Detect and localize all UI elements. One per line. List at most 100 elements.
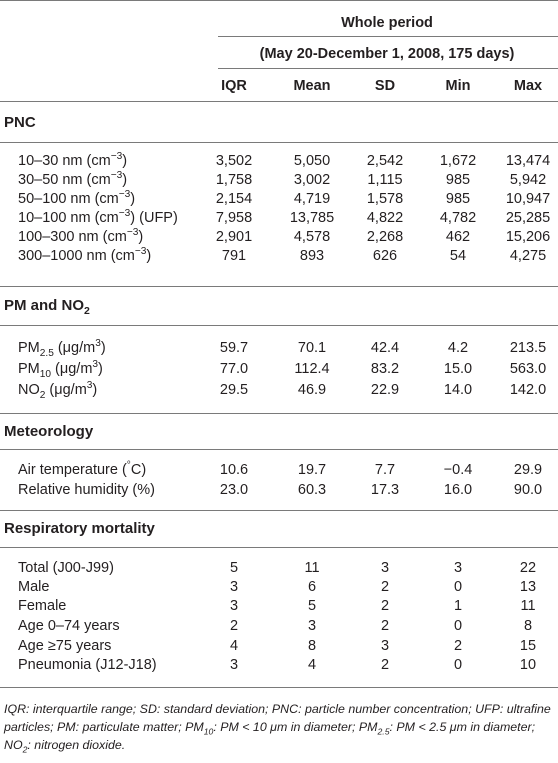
row-label: Male xyxy=(18,579,50,595)
section-title-meteorology: Meteorology xyxy=(4,423,94,440)
header-group: Whole period xyxy=(341,15,433,31)
cell-iqr: 2,154 xyxy=(215,191,253,207)
cell-iqr: 3,502 xyxy=(215,153,253,169)
cell-max: 15,206 xyxy=(505,229,551,245)
cell-sd: 2 xyxy=(380,579,390,595)
section-rule-meteorology xyxy=(0,449,558,450)
table-footnote: IQR: interquartile range; SD: standard d… xyxy=(4,702,551,755)
cell-max: 15 xyxy=(519,638,537,654)
cell-iqr: 4 xyxy=(229,638,239,654)
section-rule-respiratory-mortality xyxy=(0,547,558,548)
cell-mean: 4,719 xyxy=(293,191,331,207)
cell-mean: 4,578 xyxy=(293,229,331,245)
header-bottom-rule xyxy=(0,101,558,102)
cell-sd: 2 xyxy=(380,618,390,634)
cell-sd: 7.7 xyxy=(374,462,396,478)
cell-min: −0.4 xyxy=(443,462,473,478)
cell-max: 10 xyxy=(519,657,537,673)
cell-sd: 626 xyxy=(372,248,398,264)
row-label: PM2.5 (μg/m3) xyxy=(18,338,106,359)
cell-max: 8 xyxy=(523,618,533,634)
cell-max: 90.0 xyxy=(513,482,543,498)
cell-max: 5,942 xyxy=(509,172,547,188)
cell-mean: 893 xyxy=(299,248,325,264)
cell-sd: 3 xyxy=(380,560,390,576)
cell-min: 1,672 xyxy=(439,153,477,169)
col-header-min: Min xyxy=(445,78,471,94)
cell-max: 25,285 xyxy=(505,210,551,226)
section-divider xyxy=(0,286,558,287)
cell-mean: 5,050 xyxy=(293,153,331,169)
cell-max: 142.0 xyxy=(509,382,547,398)
cell-sd: 3 xyxy=(380,638,390,654)
cell-mean: 3 xyxy=(307,618,317,634)
header-period: (May 20-December 1, 2008, 175 days) xyxy=(259,46,515,62)
cell-iqr: 3 xyxy=(229,657,239,673)
row-label: 50–100 nm (cm−3) xyxy=(18,189,136,207)
cell-min: 985 xyxy=(445,172,471,188)
cell-sd: 83.2 xyxy=(370,361,400,377)
cell-max: 13 xyxy=(519,579,537,595)
cell-max: 10,947 xyxy=(505,191,551,207)
cell-mean: 11 xyxy=(304,560,320,576)
table-top-rule xyxy=(0,0,558,1)
row-label: Age 0–74 years xyxy=(18,618,120,634)
row-label: PM10 (μg/m3) xyxy=(18,359,103,380)
cell-iqr: 3 xyxy=(229,598,239,614)
cell-min: 0 xyxy=(453,657,463,673)
cell-sd: 4,822 xyxy=(366,210,404,226)
cell-mean: 13,785 xyxy=(289,210,335,226)
cell-iqr: 23.0 xyxy=(219,482,249,498)
cell-mean: 70.1 xyxy=(297,340,327,356)
col-header-mean: Mean xyxy=(293,78,331,94)
cell-max: 563.0 xyxy=(509,361,547,377)
cell-sd: 17.3 xyxy=(370,482,400,498)
cell-iqr: 10.6 xyxy=(219,462,249,478)
cell-min: 462 xyxy=(445,229,471,245)
cell-min: 15.0 xyxy=(443,361,473,377)
cell-mean: 112.4 xyxy=(294,361,330,377)
row-label: Relative humidity (%) xyxy=(18,482,155,498)
cell-min: 1 xyxy=(453,598,463,614)
cell-iqr: 7,958 xyxy=(215,210,253,226)
cell-min: 2 xyxy=(453,638,463,654)
cell-max: 13,474 xyxy=(505,153,551,169)
cell-min: 4,782 xyxy=(439,210,477,226)
table-bottom-rule xyxy=(0,687,558,688)
cell-iqr: 2,901 xyxy=(215,229,253,245)
cell-min: 985 xyxy=(445,191,471,207)
cell-sd: 22.9 xyxy=(370,382,400,398)
cell-mean: 19.7 xyxy=(297,462,327,478)
header-period-rule xyxy=(218,68,558,69)
cell-min: 4.2 xyxy=(447,340,469,356)
cell-iqr: 59.7 xyxy=(219,340,249,356)
row-label: Total (J00-J99) xyxy=(18,560,114,576)
cell-iqr: 2 xyxy=(229,618,239,634)
cell-mean: 4 xyxy=(307,657,317,673)
cell-sd: 1,115 xyxy=(367,172,403,188)
cell-sd: 42.4 xyxy=(370,340,400,356)
col-header-sd: SD xyxy=(374,78,396,94)
cell-sd: 2,542 xyxy=(366,153,404,169)
row-label: 300–1000 nm (cm−3) xyxy=(18,246,152,264)
cell-iqr: 1,758 xyxy=(215,172,253,188)
col-header-max: Max xyxy=(513,78,543,94)
cell-sd: 2 xyxy=(380,657,390,673)
cell-max: 4,275 xyxy=(509,248,547,264)
section-divider xyxy=(0,510,558,511)
cell-max: 29.9 xyxy=(513,462,543,478)
cell-iqr: 29.5 xyxy=(219,382,249,398)
cell-max: 213.5 xyxy=(509,340,547,356)
cell-mean: 6 xyxy=(307,579,317,595)
cell-max: 22 xyxy=(519,560,537,576)
cell-min: 14.0 xyxy=(443,382,473,398)
cell-mean: 8 xyxy=(307,638,317,654)
cell-mean: 5 xyxy=(307,598,317,614)
cell-iqr: 791 xyxy=(221,248,247,264)
row-label: Air temperature (°C) xyxy=(18,460,147,478)
row-label: 30–50 nm (cm−3) xyxy=(18,170,128,188)
section-title-respiratory-mortality: Respiratory mortality xyxy=(4,520,155,537)
row-label: Pneumonia (J12-J18) xyxy=(18,657,157,673)
col-header-iqr: IQR xyxy=(221,78,247,94)
